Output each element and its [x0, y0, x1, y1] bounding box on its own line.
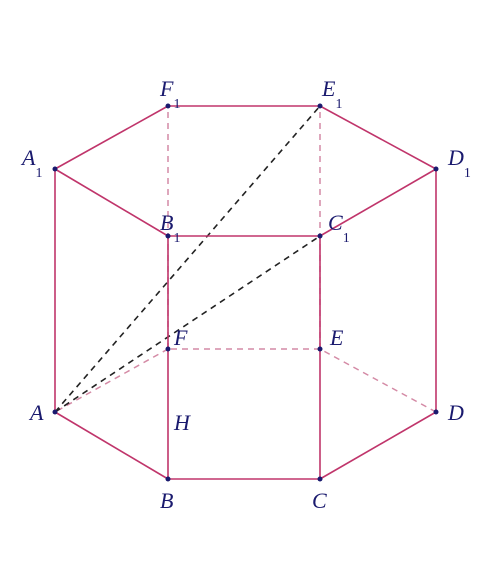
- label-B1: B1: [160, 210, 180, 246]
- vertex-D1: [434, 167, 439, 172]
- label-C1: C1: [328, 210, 350, 246]
- label-A: A: [28, 400, 44, 425]
- label-A1: A1: [20, 145, 42, 181]
- vertex-C1: [318, 234, 323, 239]
- edge-D-E: [320, 349, 436, 412]
- edge-F1-A1: [55, 106, 168, 169]
- label-E: E: [329, 325, 344, 350]
- vertex-A: [53, 410, 58, 415]
- edge-C-D: [320, 412, 436, 479]
- hexagonal-prism-diagram: ABCDEFA1B1C1D1E1F1H: [0, 0, 500, 566]
- vertex-D: [434, 410, 439, 415]
- edge-A1-B1: [55, 169, 168, 236]
- edge-D1-E1: [320, 106, 436, 169]
- label-D1: D1: [447, 145, 471, 181]
- vertex-F1: [166, 104, 171, 109]
- edge-A-B: [55, 412, 168, 479]
- label-D: D: [447, 400, 464, 425]
- vertex-B: [166, 477, 171, 482]
- edge-F-A: [55, 349, 168, 412]
- vertex-E1: [318, 104, 323, 109]
- vertex-A1: [53, 167, 58, 172]
- label-C: C: [312, 488, 327, 513]
- label-E1: E1: [321, 76, 342, 112]
- label-F: F: [173, 325, 188, 350]
- vertex-F: [166, 347, 171, 352]
- diagonal-A-C1: [55, 236, 320, 412]
- vertex-E: [318, 347, 323, 352]
- label-H: H: [173, 410, 191, 435]
- diagonal-A-E1: [55, 106, 320, 412]
- vertex-C: [318, 477, 323, 482]
- label-B: B: [160, 488, 173, 513]
